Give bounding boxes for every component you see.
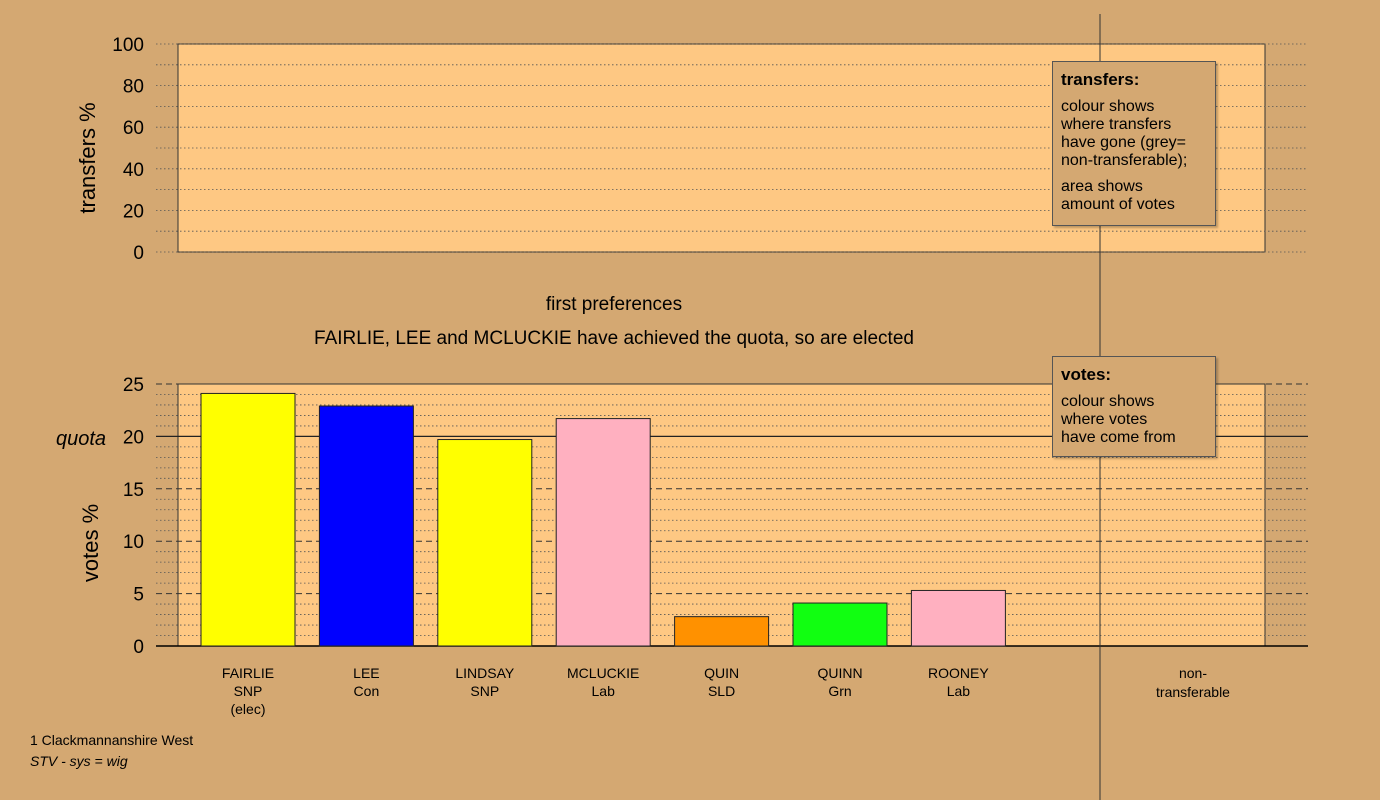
votes-x-tick-labels: FAIRLIE SNP (elec) LEE Con LINDSAY SNP MCLUCKIE… xyxy=(222,665,1230,717)
nontransferable-label: transferable xyxy=(1156,684,1230,700)
y-tick-label: 10 xyxy=(123,532,144,553)
y-tick-label: 0 xyxy=(133,637,144,658)
quota-label: quota xyxy=(56,428,106,450)
x-tick-label: Lab xyxy=(592,683,616,699)
transfers-y-ticks: 0 20 40 60 80 100 xyxy=(112,35,144,264)
y-tick-label: 15 xyxy=(123,480,144,501)
transfers-legend-line: area shows xyxy=(1061,178,1143,195)
votes-legend: votes: colour shows where votes have com… xyxy=(1052,356,1216,457)
transfers-legend-line: amount of votes xyxy=(1061,196,1175,213)
transfers-legend-line: where transfers xyxy=(1061,116,1172,133)
x-tick-label: SLD xyxy=(708,683,735,699)
transfers-y-axis-label: transfers % xyxy=(75,102,100,213)
nontransferable-label: non- xyxy=(1179,665,1207,681)
ward-name: 1 Clackmannanshire West xyxy=(30,732,194,748)
y-tick-label: 20 xyxy=(123,427,144,448)
x-tick-label: QUIN xyxy=(704,665,739,681)
voting-system: STV - sys = wig xyxy=(30,753,128,769)
y-tick-label: 100 xyxy=(112,35,144,56)
x-tick-label: FAIRLIE xyxy=(222,665,274,681)
votes-legend-title: votes: xyxy=(1061,365,1112,384)
y-tick-label: 0 xyxy=(133,243,144,264)
votes-legend-line: have come from xyxy=(1061,429,1176,446)
votes-legend-line: colour shows xyxy=(1061,393,1155,410)
bar xyxy=(792,602,888,647)
x-tick-label: (elec) xyxy=(230,701,265,717)
bar xyxy=(674,616,770,647)
transfers-legend-line: non-transferable); xyxy=(1061,152,1188,169)
y-tick-label: 20 xyxy=(123,201,144,222)
bar xyxy=(318,405,414,647)
x-tick-label: Con xyxy=(354,683,380,699)
transfers-legend: transfers: colour shows where transfers … xyxy=(1052,61,1216,226)
x-tick-label: ROONEY xyxy=(928,665,989,681)
votes-y-ticks: 0 5 10 15 20 25 xyxy=(123,375,144,658)
votes-y-axis-label: votes % xyxy=(78,504,103,582)
y-tick-label: 40 xyxy=(123,160,144,181)
y-tick-label: 5 xyxy=(133,585,144,606)
x-tick-label: Lab xyxy=(947,683,971,699)
y-tick-label: 60 xyxy=(123,118,144,139)
bar xyxy=(437,439,533,647)
x-tick-label: SNP xyxy=(234,683,263,699)
x-tick-label: LINDSAY xyxy=(455,665,515,681)
votes-legend-line: where votes xyxy=(1061,411,1148,428)
y-tick-label: 80 xyxy=(123,77,144,98)
x-tick-label: Grn xyxy=(828,683,851,699)
bar xyxy=(555,418,651,647)
bar xyxy=(200,392,296,647)
x-tick-label: LEE xyxy=(353,665,379,681)
x-tick-label: SNP xyxy=(470,683,499,699)
elected-heading: FAIRLIE, LEE and MCLUCKIE have achieved … xyxy=(314,328,914,349)
x-tick-label: QUINN xyxy=(817,665,862,681)
transfers-legend-line: have gone (grey= xyxy=(1061,134,1186,151)
x-tick-label: MCLUCKIE xyxy=(567,665,639,681)
votes-bars xyxy=(200,392,1006,647)
bar xyxy=(910,589,1006,647)
transfers-legend-title: transfers: xyxy=(1061,70,1140,89)
stage-heading: first preferences xyxy=(546,294,682,315)
transfers-legend-line: colour shows xyxy=(1061,98,1155,115)
y-tick-label: 25 xyxy=(123,375,144,396)
